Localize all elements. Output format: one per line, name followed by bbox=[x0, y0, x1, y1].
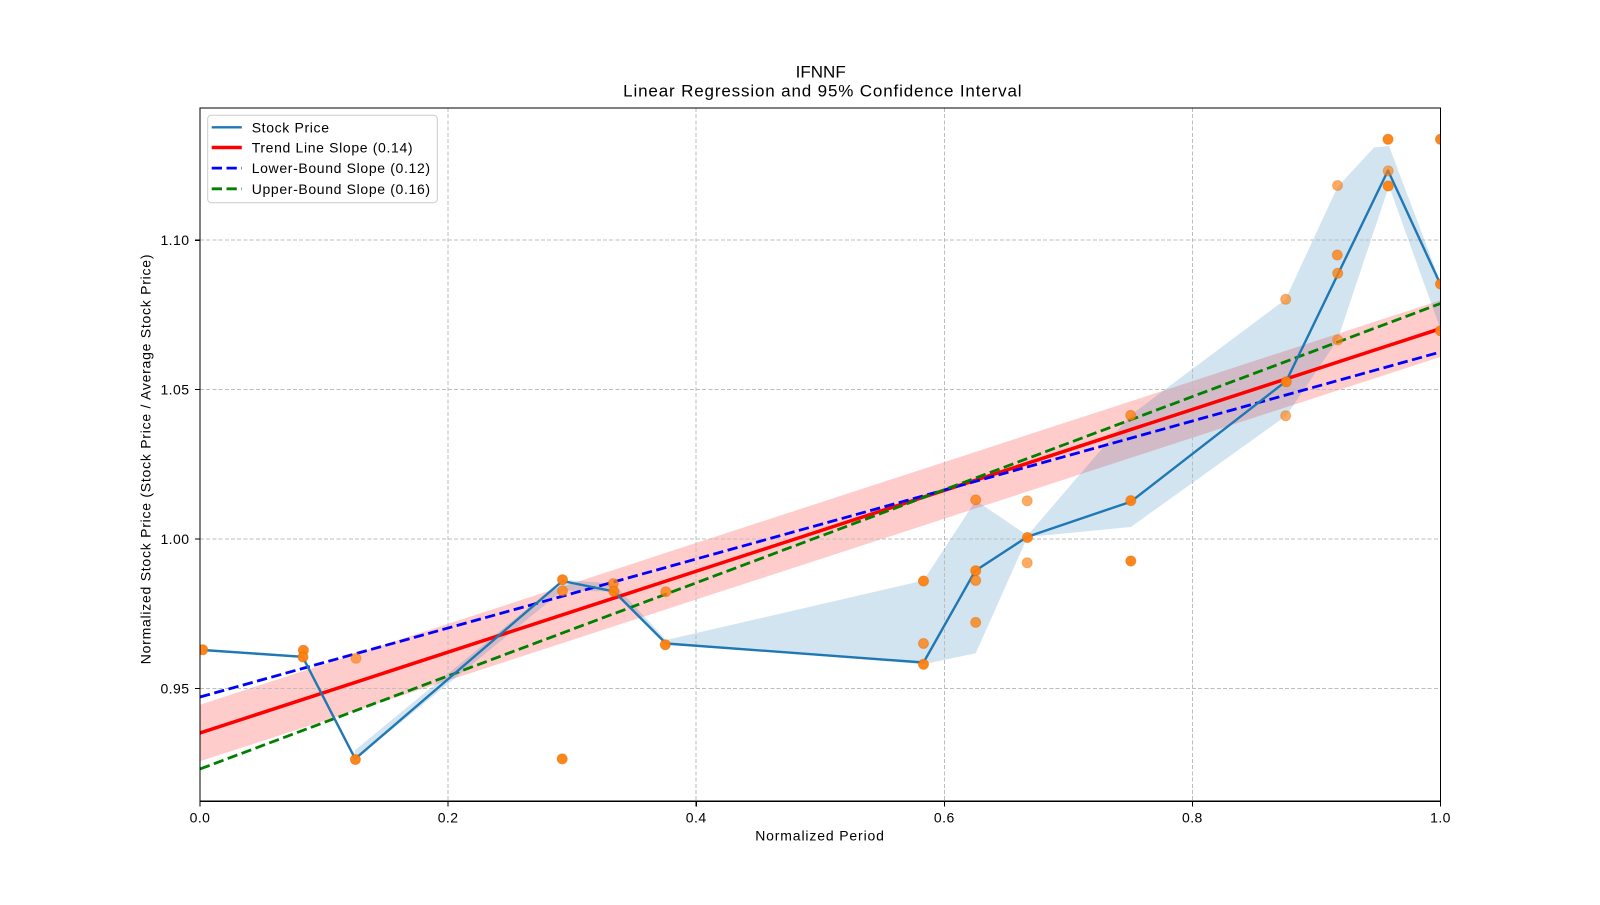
svg-text:0.6: 0.6 bbox=[934, 809, 955, 825]
svg-text:Upper-Bound Slope (0.16): Upper-Bound Slope (0.16) bbox=[252, 181, 431, 197]
svg-text:0.2: 0.2 bbox=[438, 809, 459, 825]
svg-text:Stock Price: Stock Price bbox=[252, 119, 330, 135]
svg-text:Lower-Bound Slope (0.12): Lower-Bound Slope (0.12) bbox=[252, 160, 431, 176]
svg-text:1.10: 1.10 bbox=[160, 232, 189, 248]
svg-text:0.4: 0.4 bbox=[686, 809, 707, 825]
svg-text:IFNNF: IFNNF bbox=[796, 63, 846, 82]
svg-text:1.00: 1.00 bbox=[160, 531, 189, 547]
svg-text:1.0: 1.0 bbox=[1430, 809, 1451, 825]
svg-text:Normalized Stock Price (Stock: Normalized Stock Price (Stock Price / Av… bbox=[138, 254, 154, 664]
svg-text:0.95: 0.95 bbox=[160, 680, 189, 696]
svg-text:Trend Line Slope (0.14): Trend Line Slope (0.14) bbox=[252, 140, 414, 156]
svg-text:0.0: 0.0 bbox=[190, 809, 211, 825]
svg-text:Normalized Period: Normalized Period bbox=[755, 828, 885, 844]
svg-text:Linear Regression and 95% Conf: Linear Regression and 95% Confidence Int… bbox=[623, 82, 1022, 101]
svg-text:0.8: 0.8 bbox=[1182, 809, 1203, 825]
svg-text:1.05: 1.05 bbox=[160, 382, 189, 398]
